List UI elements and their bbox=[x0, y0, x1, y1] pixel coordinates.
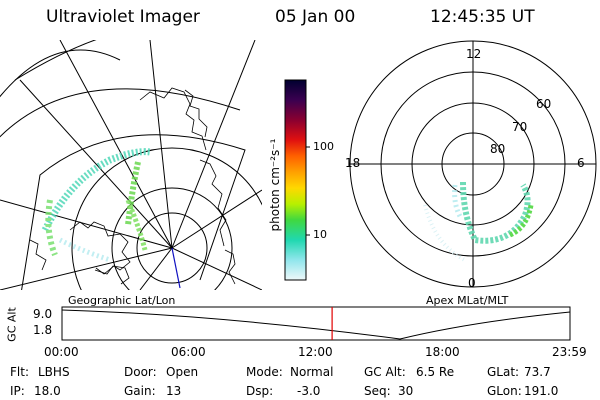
gain-value: 13 bbox=[166, 384, 182, 398]
coastline bbox=[139, 87, 207, 151]
glon-label: GLon: bbox=[487, 384, 522, 398]
flt-label: Flt: bbox=[10, 365, 29, 379]
meridian-line bbox=[0, 247, 173, 290]
coastline bbox=[184, 89, 208, 138]
altitude-xtick: 00:00 bbox=[44, 345, 79, 359]
ip-label: IP: bbox=[10, 384, 25, 398]
mlat-label: 80 bbox=[490, 142, 506, 156]
meridian-line bbox=[171, 40, 256, 249]
dsp-value: -3.0 bbox=[297, 384, 321, 398]
lat-circle bbox=[14, 40, 97, 81]
time-label: 12:45:35 UT bbox=[430, 7, 535, 27]
door-value: Open bbox=[166, 365, 199, 379]
coastline bbox=[224, 249, 236, 285]
altitude-xtick: 23:59 bbox=[552, 345, 587, 359]
mlt-label-midnight: 0 bbox=[468, 276, 476, 290]
meridian-line bbox=[171, 189, 262, 249]
geographic-image bbox=[0, 40, 262, 290]
colorbar-label: photon cm⁻²s⁻¹ bbox=[268, 138, 282, 232]
altitude-curve bbox=[61, 309, 571, 340]
gcalt-value: 6.5 Re bbox=[416, 365, 455, 379]
gcalt-label: GC Alt: bbox=[364, 365, 406, 379]
date-label: 05 Jan 00 bbox=[275, 7, 356, 27]
altitude-ytick: 1.8 bbox=[33, 323, 53, 337]
mlat-label: 70 bbox=[512, 120, 528, 134]
altitude-xtick: 18:00 bbox=[425, 345, 460, 359]
altitude-ylabel: GC Alt bbox=[5, 307, 19, 342]
colorbar-gradient bbox=[284, 79, 307, 281]
mlt-label-dusk: 18 bbox=[345, 156, 361, 170]
seq-value: 30 bbox=[398, 384, 414, 398]
gain-label: Gain: bbox=[124, 384, 156, 398]
auroral-oval bbox=[423, 181, 534, 262]
coastline bbox=[29, 239, 47, 271]
meridian-line bbox=[149, 40, 173, 249]
dsp-label: Dsp: bbox=[246, 384, 274, 398]
seq-label: Seq: bbox=[364, 384, 391, 398]
glat-label: GLat: bbox=[487, 365, 520, 379]
meridian-line bbox=[139, 247, 173, 290]
mlat-label: 60 bbox=[536, 97, 552, 111]
coastline bbox=[199, 159, 227, 247]
glon-value: 191.0 bbox=[524, 384, 559, 398]
right-panel-caption: Apex MLat/MLT bbox=[426, 294, 509, 307]
door-label: Door: bbox=[124, 365, 157, 379]
colorbar-tick-label: 10 bbox=[313, 228, 327, 241]
colorbar-tick-label: 100 bbox=[313, 140, 334, 153]
ip-value: 18.0 bbox=[34, 384, 61, 398]
flt-value: LBHS bbox=[38, 365, 70, 379]
auroral-emission bbox=[41, 148, 151, 263]
altitude-plot-frame bbox=[61, 306, 571, 341]
glat-value: 73.7 bbox=[524, 365, 551, 379]
meridian-line bbox=[171, 247, 262, 290]
altitude-plot bbox=[61, 306, 571, 341]
polar-plot bbox=[349, 40, 597, 288]
lat-circle bbox=[0, 49, 121, 98]
instrument-title: Ultraviolet Imager bbox=[46, 7, 200, 27]
meridian-line bbox=[19, 79, 173, 249]
lat-circle bbox=[136, 212, 208, 284]
colorbar bbox=[284, 79, 310, 281]
lat-circle bbox=[0, 88, 241, 138]
mode-label: Mode: bbox=[246, 365, 283, 379]
satellite-track bbox=[171, 247, 181, 289]
mode-value: Normal bbox=[290, 365, 334, 379]
altitude-ytick: 9.0 bbox=[33, 307, 53, 321]
altitude-xtick: 12:00 bbox=[298, 345, 333, 359]
mlt-label-noon: 12 bbox=[466, 47, 482, 61]
lat-circle bbox=[71, 147, 262, 290]
meridian-line bbox=[59, 40, 173, 249]
altitude-xtick: 06:00 bbox=[171, 345, 206, 359]
coastline bbox=[94, 265, 130, 285]
lat-circle bbox=[21, 134, 246, 290]
mlt-label-dawn: 6 bbox=[577, 156, 585, 170]
lat-circle bbox=[111, 187, 233, 290]
left-panel-caption: Geographic Lat/Lon bbox=[68, 294, 176, 307]
